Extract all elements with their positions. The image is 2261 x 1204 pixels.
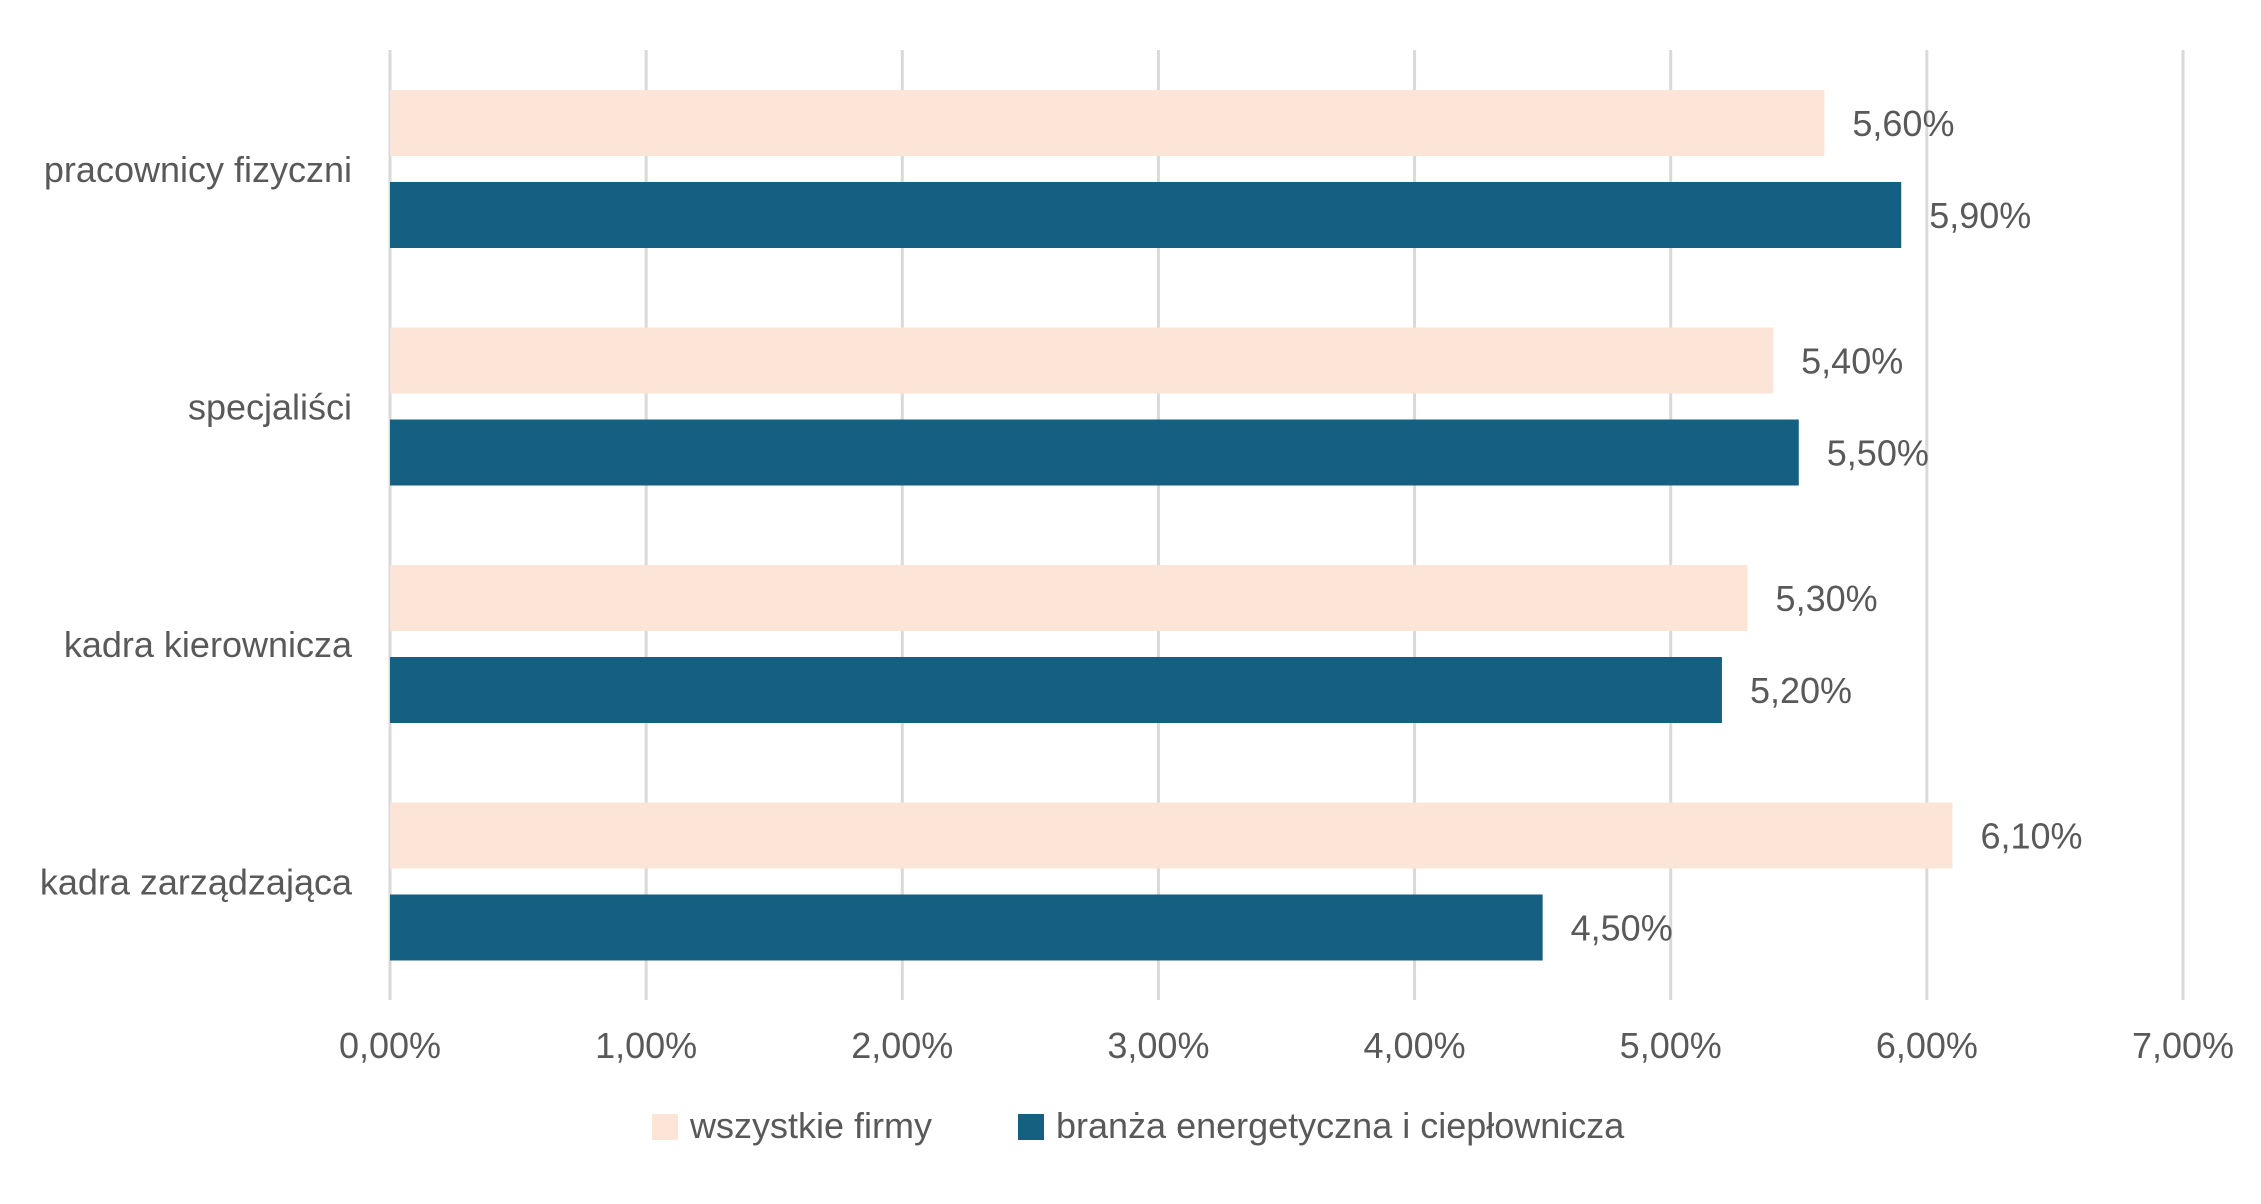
x-tick-label-4: 4,00% xyxy=(1364,1025,1466,1066)
data-label-s0-c3: 6,10% xyxy=(1980,816,2082,857)
x-tick-label-2: 2,00% xyxy=(851,1025,953,1066)
x-tick-label-1: 1,00% xyxy=(595,1025,697,1066)
data-label-s1-c1: 5,50% xyxy=(1827,433,1929,474)
category-label-3: kadra zarządzająca xyxy=(40,862,353,903)
x-tick-label-7: 7,00% xyxy=(2132,1025,2234,1066)
data-label-s1-c3: 4,50% xyxy=(1571,908,1673,949)
bar-s1-c1 xyxy=(390,419,1799,486)
bar-s1-c3 xyxy=(390,894,1543,961)
legend-swatch-1 xyxy=(1018,1114,1044,1140)
legend-label-0: wszystkie firmy xyxy=(689,1105,932,1146)
x-tick-label-6: 6,00% xyxy=(1876,1025,1978,1066)
legend-swatch-0 xyxy=(652,1114,678,1140)
category-label-1: specjaliści xyxy=(188,387,352,428)
data-label-s0-c2: 5,30% xyxy=(1776,578,1878,619)
category-label-2: kadra kierownicza xyxy=(64,624,353,665)
bar-s1-c0 xyxy=(390,182,1902,248)
bars xyxy=(390,90,1953,961)
data-label-s1-c2: 5,20% xyxy=(1750,670,1852,711)
bar-s1-c2 xyxy=(390,657,1722,723)
data-labels: 5,60% 5,90% 5,40% 5,50% 5,30% 5,20% 6,10% 4,50% xyxy=(1571,103,2083,949)
legend: wszystkie firmy branża energetyczna i cie… xyxy=(652,1105,1625,1146)
bar-s0-c0 xyxy=(390,90,1825,156)
data-label-s0-c0: 5,60% xyxy=(1852,103,1954,144)
category-label-0: pracownicy fizyczni xyxy=(44,149,352,190)
bar-s0-c3 xyxy=(390,802,1953,869)
bar-s0-c1 xyxy=(390,327,1774,394)
legend-label-1: branża energetyczna i ciepłownicza xyxy=(1056,1105,1625,1146)
data-label-s0-c1: 5,40% xyxy=(1801,341,1903,382)
bar-s0-c2 xyxy=(390,565,1748,631)
category-labels: pracownicy fizyczni specjaliści kadra kier… xyxy=(40,149,353,903)
x-tick-label-5: 5,00% xyxy=(1620,1025,1722,1066)
x-axis-tick-labels: 0,00% 1,00% 2,00% 3,00% 4,00% 5,00% 6,00% 7,00% xyxy=(339,1025,2234,1066)
x-tick-label-3: 3,00% xyxy=(1107,1025,1209,1066)
data-label-s1-c0: 5,90% xyxy=(1929,195,2031,236)
x-tick-label-0: 0,00% xyxy=(339,1025,441,1066)
